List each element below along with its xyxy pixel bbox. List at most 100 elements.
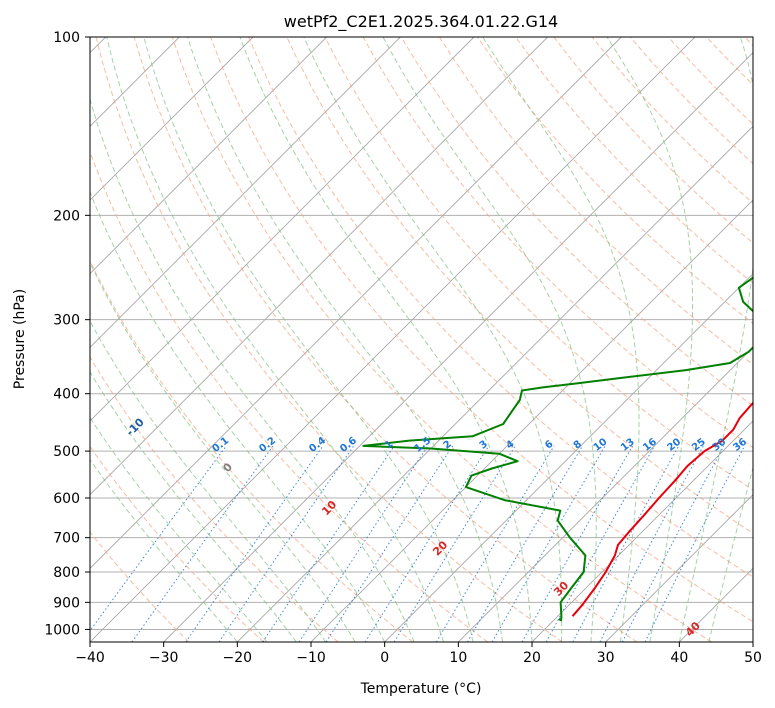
dry-adiabat-80 [324, 37, 753, 491]
moist-adiabat-36 [606, 37, 694, 642]
moist-adiabat-28 [382, 37, 597, 642]
moist-adiabat-8 [106, 37, 445, 642]
y-tick-label: 300 [53, 313, 80, 329]
mixing-ratio-label: 8 [572, 439, 584, 452]
isotherm-20 [531, 420, 753, 642]
isotherm--50 [90, 37, 622, 569]
isotherm--30 [163, 52, 753, 642]
dry-adiabat-60 [248, 37, 753, 578]
x-tick-label: 20 [523, 650, 541, 666]
mixing-ratio-line-13 [545, 445, 656, 642]
isotherm-50 [752, 641, 753, 642]
moist-adiabat--16 [90, 416, 268, 642]
isotherm--40 [90, 37, 696, 642]
y-tick-label: 500 [53, 444, 80, 460]
x-tick-label: 50 [744, 650, 762, 666]
mixing-ratio-line-14 [572, 445, 680, 642]
mixing-ratio-line-17 [644, 445, 746, 642]
x-tick-label: 10 [449, 650, 467, 666]
y-tick-label: 1000 [44, 622, 80, 638]
y-axis-label: Pressure (hPa) [12, 289, 28, 389]
moist-adiabat-12 [143, 37, 474, 642]
dry-adiabat-150 [591, 37, 753, 204]
dry-adiabat-30 [133, 37, 638, 642]
moist-adiabat-40 [678, 37, 753, 642]
moist-adiabat-4 [90, 97, 415, 642]
mixing-ratio-line-7 [364, 445, 490, 642]
isotherm--20 [237, 125, 753, 642]
adiabat-label: 30 [551, 579, 571, 599]
mixing-ratio-label: 0.2 [257, 435, 278, 455]
dry-adiabat-0 [90, 259, 414, 642]
mixing-ratio-line-15 [599, 445, 704, 642]
x-axis-label: Temperature (°C) [360, 681, 482, 697]
chart-title: wetPf2_C2E1.2025.364.01.22.G14 [284, 12, 558, 32]
x-tick-label: 40 [670, 650, 688, 666]
mixing-ratio-label: 4 [504, 439, 516, 452]
axes: −40 −30 −20 −10 0 10 20 30 40 5010020030040050060… [44, 30, 762, 666]
background-grid [90, 37, 753, 642]
mixing-ratio-label: 0.6 [338, 435, 359, 455]
x-tick-label: −30 [149, 650, 179, 666]
mixing-ratio-line-2 [185, 445, 324, 642]
y-tick-label: 600 [53, 491, 80, 507]
mixing-ratio-line-8 [393, 445, 516, 642]
dry-adiabat-100 [400, 37, 753, 407]
isotherm--80 [90, 37, 401, 348]
adiabat-label: 40 [683, 619, 703, 639]
moist-adiabat-16 [187, 37, 503, 642]
x-tick-label: −10 [296, 650, 326, 666]
mixing-ratio-line-12 [521, 445, 633, 642]
dry-adiabat-170 [667, 37, 753, 125]
mixing-ratio-label: 0.1 [211, 435, 232, 455]
x-tick-label: 30 [597, 650, 615, 666]
mixing-ratio-label: 6 [543, 439, 555, 452]
x-tick-label: 0 [380, 650, 389, 666]
moist-adiabat-0 [90, 190, 386, 642]
moist-adiabat-20 [239, 37, 533, 642]
moist-adiabat-44 [708, 465, 753, 642]
isotherm--100 [90, 37, 254, 201]
dewpoint-profile [362, 276, 753, 622]
plot-frame [89, 36, 754, 643]
mixing-ratio-line-10 [467, 445, 584, 642]
dry-adiabat-180 [706, 37, 753, 86]
mixing-ratio-line-1 [131, 445, 274, 642]
dry-adiabat--10 [90, 356, 339, 642]
dry-adiabat-130 [515, 37, 753, 284]
mixing-ratio-label: 1 [383, 439, 395, 452]
isotherm--90 [90, 37, 327, 275]
moist-adiabat--4 [90, 261, 356, 642]
dry-adiabat--20 [90, 445, 264, 642]
isotherm-40 [679, 567, 753, 642]
y-tick-label: 800 [53, 565, 80, 581]
dry-adiabat-40 [171, 37, 712, 642]
dry-adiabat-50 [210, 37, 753, 623]
dry-adiabat-190 [744, 37, 753, 47]
mixing-ratio-line-9 [435, 445, 555, 642]
y-tick-label: 100 [53, 30, 80, 46]
y-tick-label: 200 [53, 208, 80, 224]
mixing-ratio-line-4 [262, 445, 395, 642]
moist-adiabat--12 [90, 370, 297, 642]
isotherm-0 [384, 273, 753, 642]
mixing-ratio-line-16 [621, 445, 725, 642]
isotherm-30 [605, 494, 753, 642]
mixing-ratio-line-5 [298, 445, 429, 642]
adiabat-label: 0 [220, 460, 235, 475]
mixing-ratio-line-6 [325, 445, 454, 642]
y-tick-label: 700 [53, 531, 80, 547]
y-tick-label: 900 [53, 595, 80, 611]
isotherm-10 [458, 346, 753, 642]
dry-adiabat-110 [438, 37, 753, 366]
adiabat-label: -10 [124, 415, 147, 438]
dry-adiabat-10 [90, 150, 488, 642]
moist-adiabat--20 [90, 458, 238, 642]
adiabat-label: 20 [430, 538, 450, 558]
mixing-ratio-line-3 [218, 445, 355, 642]
series-layer [362, 276, 753, 622]
isotherm--70 [90, 37, 475, 422]
temperature-profile [571, 401, 753, 617]
x-tick-label: −40 [75, 650, 105, 666]
